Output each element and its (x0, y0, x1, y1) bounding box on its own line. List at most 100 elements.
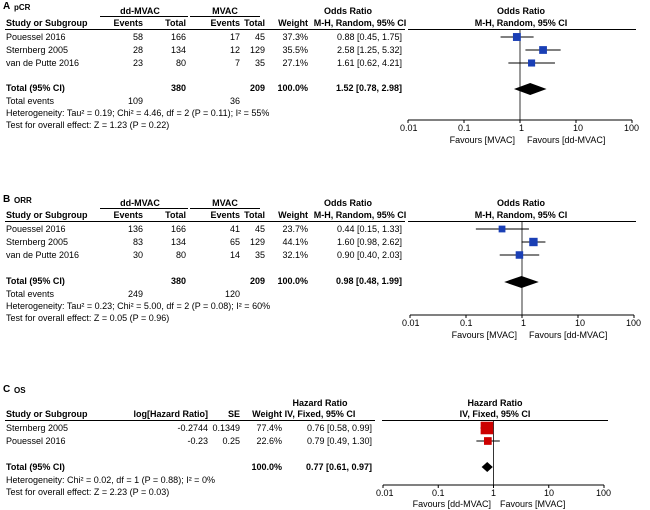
favours-left: Favours [MVAC] (449, 135, 515, 145)
total2-sum: 209 (249, 83, 265, 93)
weight-value: 32.1% (282, 250, 308, 260)
total-events2: 120 (224, 289, 240, 299)
panel-letter: B (3, 194, 11, 205)
total-label: Total (95% CI) (6, 83, 65, 93)
plot-method-header: M-H, Random, 95% CI (474, 18, 568, 28)
weight-col-header: Weight (252, 409, 282, 419)
total-weight: 100.0% (251, 462, 282, 472)
tick-label: 10 (573, 123, 584, 133)
study-col-header: Study or Subgroup (6, 18, 88, 28)
study-box (529, 237, 538, 247)
method-col-header: IV, Fixed, 95% CI (284, 409, 356, 419)
ci-value: 0.90 [0.40, 2.03] (336, 250, 402, 260)
weight-value: 77.4% (256, 423, 282, 433)
events2-col-header: Events (210, 210, 240, 220)
favours-right: Favours [dd-MVAC] (527, 135, 606, 145)
tick-label: 0.01 (402, 318, 420, 328)
tick-label: 1 (519, 123, 525, 133)
favours-right: Favours [MVAC] (500, 499, 566, 509)
study-box (539, 46, 547, 54)
ci-value: 1.60 [0.98, 2.62] (336, 237, 402, 247)
tick-label: 100 (596, 488, 612, 498)
total-events2: 36 (229, 96, 240, 106)
effect-header: Odds Ratio (323, 6, 372, 16)
weight-value: 44.1% (282, 237, 308, 247)
overall-effect-text: Test for overall effect: Z = 2.23 (P = 0… (6, 487, 170, 497)
study-name: van de Putte 2016 (6, 58, 80, 68)
ci-value: 0.79 [0.49, 1.30] (306, 436, 372, 446)
total2-value: 129 (249, 237, 265, 247)
tick-label: 0.01 (376, 488, 394, 498)
ci-value: 0.88 [0.45, 1.75] (336, 32, 402, 42)
study-col-header: Study or Subgroup (6, 210, 88, 220)
total1-value: 134 (170, 45, 186, 55)
group2-header: MVAC (212, 198, 238, 208)
forest-plot-a (407, 30, 633, 123)
favours-left: Favours [MVAC] (451, 330, 517, 340)
weight-value: 22.6% (256, 436, 282, 446)
weight-value: 37.3% (282, 32, 308, 42)
total-ci: 0.77 [0.61, 0.97] (305, 462, 372, 472)
study-box (528, 59, 536, 67)
group1-header: dd-MVAC (120, 6, 160, 16)
total-label: Total (95% CI) (6, 276, 65, 286)
events2-value: 17 (229, 32, 240, 42)
panel-title: pCR (14, 3, 31, 12)
events1-value: 23 (132, 58, 143, 68)
events1-value: 83 (132, 237, 143, 247)
method-col-header: M-H, Random, 95% CI (313, 210, 407, 220)
total1-sum: 380 (170, 83, 186, 93)
total1-value: 166 (170, 32, 186, 42)
events2-value: 14 (229, 250, 240, 260)
plot-method-header: IV, Fixed, 95% CI (459, 409, 531, 419)
se-value: 0.1349 (212, 423, 240, 433)
plot-title: Odds Ratio (496, 6, 545, 16)
weight-value: 35.5% (282, 45, 308, 55)
effect-header: Hazard Ratio (292, 398, 348, 408)
overall-effect-text: Test for overall effect: Z = 0.05 (P = 0… (6, 313, 170, 323)
total2-value: 129 (249, 45, 265, 55)
total2-col-header: Total (244, 18, 265, 28)
ci-value: 0.76 [0.58, 0.99] (306, 423, 372, 433)
ci-value: 0.44 [0.15, 1.33] (336, 224, 402, 234)
total-ci: 0.98 [0.48, 1.99] (335, 276, 402, 286)
favours-right: Favours [dd-MVAC] (529, 330, 608, 340)
total-weight: 100.0% (277, 83, 308, 93)
total1-value: 166 (170, 224, 186, 234)
events1-value: 30 (132, 250, 143, 260)
total2-col-header: Total (244, 210, 265, 220)
weight-col-header: Weight (278, 210, 308, 220)
effect-header: Odds Ratio (323, 198, 372, 208)
panel-title: ORR (14, 196, 32, 205)
total1-value: 134 (170, 237, 186, 247)
total2-value: 35 (254, 58, 265, 68)
se-col-header: SE (227, 409, 240, 419)
study-box (515, 251, 524, 259)
tick-label: 100 (624, 123, 640, 133)
ci-value: 2.58 [1.25, 5.32] (336, 45, 402, 55)
study-name: van de Putte 2016 (6, 250, 80, 260)
tick-label: 10 (575, 318, 586, 328)
panel-letter: A (3, 1, 11, 12)
events2-value: 65 (229, 237, 240, 247)
events2-col-header: Events (210, 18, 240, 28)
study-name: Pouessel 2016 (6, 436, 66, 446)
loghr-value: -0.23 (187, 436, 208, 446)
weight-value: 27.1% (282, 58, 308, 68)
tick-label: 1 (491, 488, 497, 498)
total-weight: 100.0% (277, 276, 308, 286)
events1-value: 136 (127, 224, 143, 234)
events2-value: 7 (234, 58, 240, 68)
total1-col-header: Total (165, 210, 186, 220)
overall-effect-text: Test for overall effect: Z = 1.23 (P = 0… (6, 120, 170, 130)
total-events1: 109 (127, 96, 143, 106)
total1-col-header: Total (165, 18, 186, 28)
group1-header: dd-MVAC (120, 198, 160, 208)
total2-value: 45 (254, 32, 265, 42)
study-box (498, 225, 506, 233)
panel-title: OS (14, 386, 26, 395)
total1-value: 80 (175, 58, 186, 68)
total1-value: 80 (175, 250, 186, 260)
tick-label: 0.1 (460, 318, 473, 328)
